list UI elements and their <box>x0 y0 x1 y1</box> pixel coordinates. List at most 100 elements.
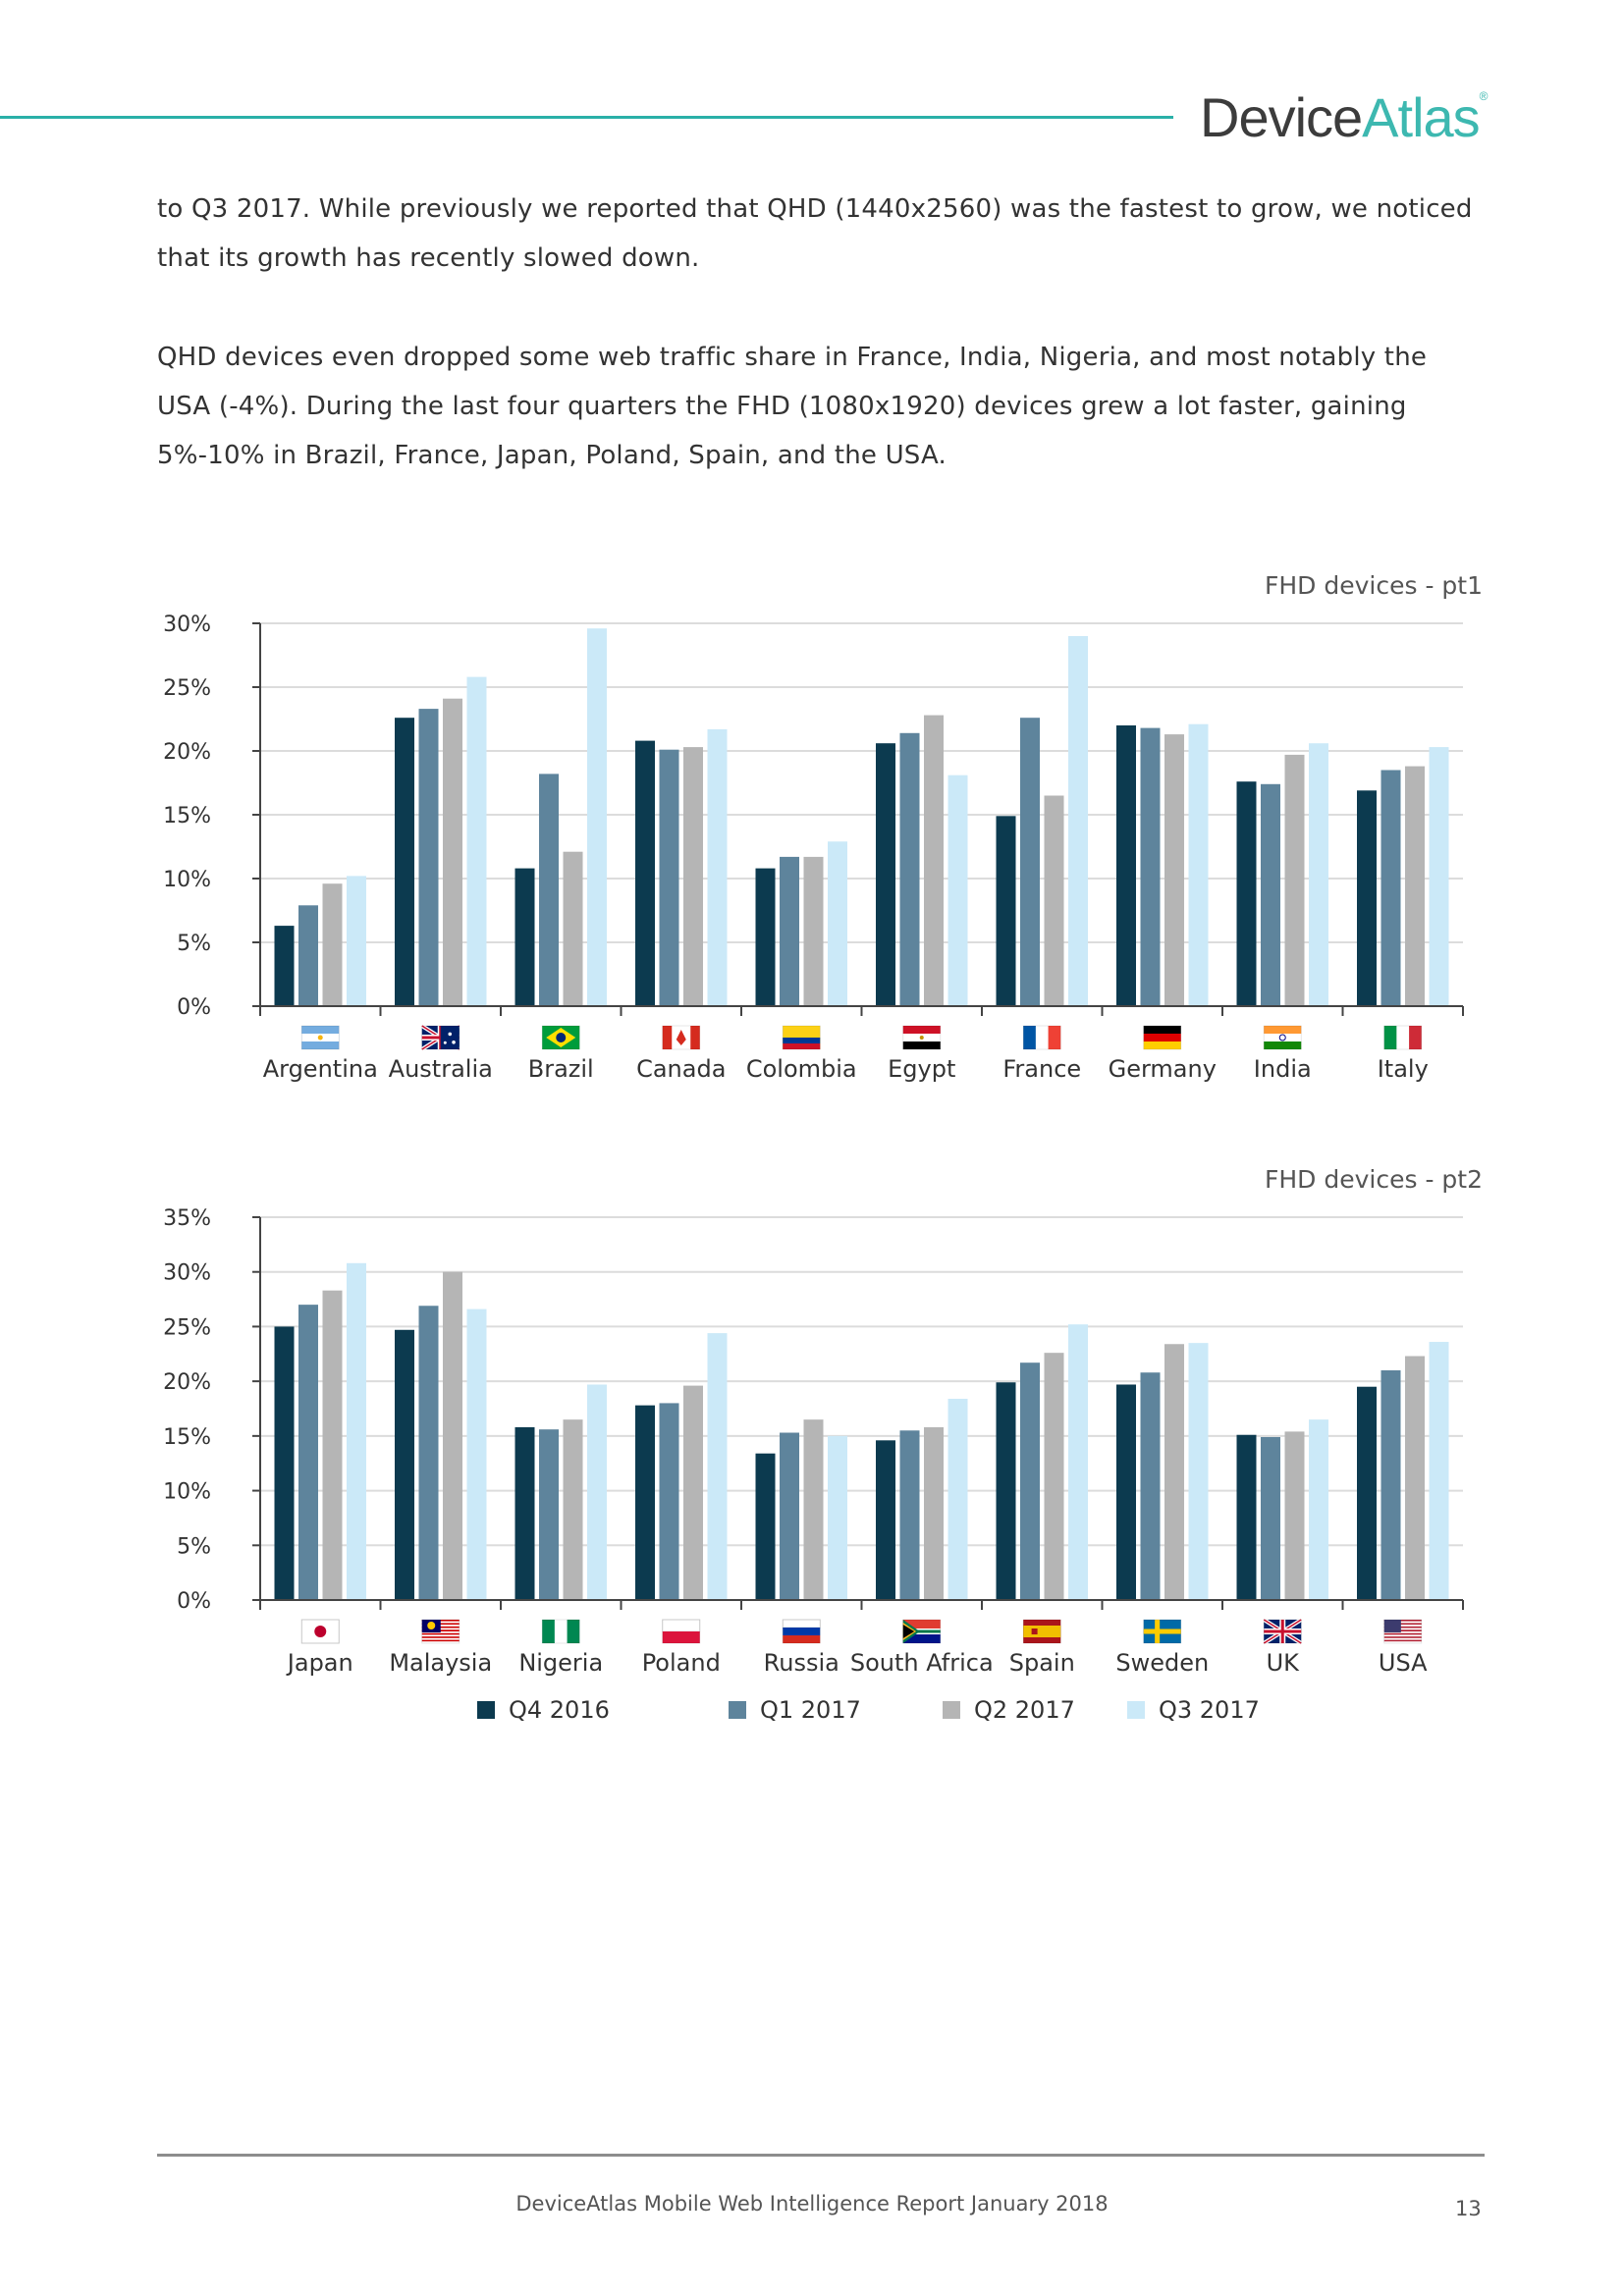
chart1-x-label-france: France <box>1002 1055 1081 1083</box>
flag-my-icon-part <box>421 1637 460 1640</box>
chart1-y-tick-label: 20% <box>163 740 211 765</box>
flag-ng-icon-part <box>567 1620 580 1643</box>
fhd-chart-pt1: FHD devices - pt1 0% 5% 10% 15% 20% 25% 30% Arge… <box>163 571 1483 1083</box>
legend-swatch-q2-2017 <box>943 1701 960 1719</box>
chart1-x-label-italy: Italy <box>1378 1055 1429 1083</box>
chart2-bar-japan-q4-2016 <box>274 1326 295 1600</box>
flag-se-icon-part <box>1143 1629 1181 1634</box>
chart2-x-label-nigeria: Nigeria <box>518 1649 603 1677</box>
chart1-y-tick-label: 0% <box>177 995 211 1020</box>
chart1-x-label-brazil: Brazil <box>528 1055 594 1083</box>
flag-jp-icon-part <box>314 1626 327 1637</box>
chart2-bar-usa-q4-2016 <box>1357 1386 1377 1600</box>
chart2-bar-russia-q3-2017 <box>828 1435 847 1600</box>
flag-in-icon-part <box>1264 1041 1302 1049</box>
chart2-bar-usa-q2-2017 <box>1405 1356 1425 1600</box>
flag-fr-icon-part <box>1048 1026 1061 1049</box>
flag-br-icon-part <box>541 1025 580 1050</box>
chart1-bar-india-q4-2016 <box>1236 781 1257 1006</box>
chart1-bar-brazil-q4-2016 <box>514 868 535 1006</box>
chart1-bar-argentina-q1-2017 <box>298 905 318 1006</box>
flag-it-icon-part <box>1396 1026 1410 1049</box>
chart2-bar-spain-q2-2017 <box>1044 1353 1064 1600</box>
flag-au-icon-part <box>421 1025 460 1050</box>
flag-es-icon <box>1022 1619 1061 1644</box>
chart1-bar-australia-q4-2016 <box>395 718 414 1006</box>
flag-gb-icon <box>1263 1618 1303 1645</box>
flag-au-icon-part <box>452 1041 456 1044</box>
chart1-x-label-egypt: Egypt <box>888 1055 955 1083</box>
flag-eg-icon-part <box>902 1041 941 1049</box>
flag-za-icon-part <box>902 1629 941 1633</box>
chart2-x-label-south-africa: South Africa <box>850 1649 994 1677</box>
chart1-x-label-australia: Australia <box>389 1055 493 1083</box>
chart2-y-tick-label: 35% <box>163 1206 211 1231</box>
chart2-bar-uk-q1-2017 <box>1261 1436 1280 1600</box>
flag-eg-icon <box>902 1025 942 1050</box>
chart1-bar-italy-q2-2017 <box>1405 766 1425 1006</box>
chart1-bar-france-q3-2017 <box>1068 636 1088 1006</box>
chart1-bar-egypt-q4-2016 <box>876 743 895 1006</box>
chart2-bar-poland-q4-2016 <box>635 1405 655 1600</box>
chart1-bar-india-q3-2017 <box>1309 743 1328 1006</box>
chart2-y-tick-label: 25% <box>163 1315 211 1340</box>
chart1-y-tick-label: 30% <box>163 613 211 637</box>
flag-za-icon-part <box>902 1625 915 1638</box>
flag-se-icon-part <box>1143 1619 1182 1644</box>
flag-ca-icon <box>662 1025 701 1050</box>
flag-us-icon-part <box>1383 1620 1422 1622</box>
chart1-bar-france-q4-2016 <box>996 816 1016 1006</box>
chart1-bar-canada-q4-2016 <box>635 740 655 1006</box>
flag-eg-icon-part <box>919 1036 924 1040</box>
chart2-bar-uk-q4-2016 <box>1236 1434 1257 1600</box>
flag-au-icon-part <box>440 1026 460 1049</box>
logo-atlas-text: Atlas <box>1362 86 1480 148</box>
flag-it-icon <box>1383 1025 1423 1050</box>
flag-ng-icon-part <box>554 1620 568 1643</box>
chart1-bar-germany-q2-2017 <box>1164 734 1184 1006</box>
chart1-bar-brazil-q3-2017 <box>587 628 607 1006</box>
flag-us-icon-part <box>1383 1631 1422 1633</box>
flag-fr-icon-part <box>1035 1026 1049 1049</box>
chart1-bar-australia-q3-2017 <box>466 676 487 1006</box>
flag-it-icon-part <box>1409 1026 1422 1049</box>
flag-za-icon <box>902 1619 942 1644</box>
flag-pl-icon-part <box>662 1631 700 1643</box>
footer-rule <box>157 2154 1485 2157</box>
flag-my-icon-part <box>421 1634 460 1637</box>
chart1-bar-india-q2-2017 <box>1284 754 1305 1006</box>
flag-de-icon <box>1143 1025 1182 1050</box>
flag-in-icon-part <box>1264 1026 1302 1034</box>
chart2-bar-usa-q3-2017 <box>1429 1342 1449 1600</box>
chart1-bar-germany-q3-2017 <box>1188 723 1209 1006</box>
body-paragraph-1: to Q3 2017. While previously we reported… <box>157 194 1473 273</box>
flag-fr-icon <box>1022 1025 1061 1050</box>
flag-us-icon <box>1383 1619 1423 1644</box>
flag-us-icon-part <box>1383 1626 1422 1629</box>
chart1-bar-italy-q4-2016 <box>1357 790 1377 1006</box>
chart2-x-label-spain: Spain <box>1009 1649 1075 1677</box>
logo-device-text: Device <box>1200 86 1363 148</box>
flag-my-icon-part <box>421 1619 460 1644</box>
flag-in-icon-part <box>1263 1025 1302 1050</box>
flag-my-icon-part <box>421 1639 460 1642</box>
chart1-x-label-colombia: Colombia <box>746 1055 857 1083</box>
chart1-bar-colombia-q4-2016 <box>755 868 776 1006</box>
chart2-bar-spain-q4-2016 <box>996 1382 1016 1600</box>
chart-legend: Q4 2016 Q1 2017 Q2 2017 Q3 2017 <box>0 1696 1624 1735</box>
chart1-y-tick-label: 10% <box>163 868 211 892</box>
flag-br-icon <box>541 1025 580 1050</box>
chart2-bar-sweden-q4-2016 <box>1116 1384 1136 1600</box>
flag-ru-icon-part <box>783 1628 821 1635</box>
flag-my-icon-part <box>421 1632 460 1635</box>
flag-in-icon-part <box>1264 1034 1302 1041</box>
flag-gb-icon-part <box>1264 1629 1302 1633</box>
chart1-x-label-india: India <box>1254 1055 1312 1083</box>
chart1-bar-australia-q1-2017 <box>418 709 439 1006</box>
flag-us-icon-part <box>1383 1629 1422 1631</box>
flag-ca-icon-part <box>662 1025 701 1050</box>
chart1-x-label-germany: Germany <box>1109 1055 1217 1083</box>
flag-es-icon-part <box>1031 1629 1038 1634</box>
flag-es-icon-part <box>1023 1626 1061 1637</box>
legend-label-q1-2017: Q1 2017 <box>760 1696 861 1724</box>
